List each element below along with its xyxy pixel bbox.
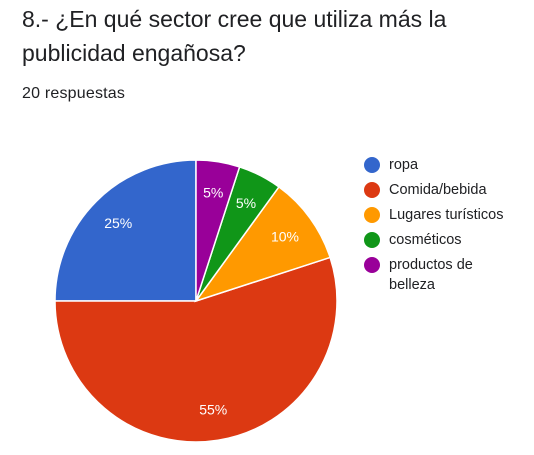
legend-item-3: cosméticos bbox=[364, 230, 529, 250]
legend-swatch-4 bbox=[364, 257, 380, 273]
pie-slice-0[interactable] bbox=[54, 159, 197, 302]
legend-label-0: ropa bbox=[389, 157, 419, 173]
pie-slice-label-3: 5% bbox=[236, 195, 256, 211]
pie-slice-label-4: 5% bbox=[203, 184, 223, 200]
legend-item-4: productos de belleza bbox=[364, 255, 529, 295]
question-title: 8.- ¿En qué sector cree que utiliza más … bbox=[22, 6, 447, 66]
pie-slice-1[interactable] bbox=[54, 256, 338, 443]
legend-label-3: cosméticos bbox=[389, 232, 462, 248]
legend-swatch-2 bbox=[364, 207, 380, 223]
legend-swatch-3 bbox=[364, 232, 380, 248]
pie-slice-label-2: 10% bbox=[271, 228, 299, 244]
legend-swatch-1 bbox=[364, 182, 380, 198]
chart-legend: ropa Comida/bebida Lugares turísticos cosmé… bbox=[364, 155, 529, 300]
legend-item-1: Comida/bebida bbox=[364, 180, 529, 200]
pie-slice-label-0: 25% bbox=[104, 215, 132, 231]
pie-slice-4[interactable] bbox=[195, 159, 241, 302]
pie-slice-label-1: 55% bbox=[199, 402, 227, 418]
response-count: 20 respuestas bbox=[22, 85, 126, 102]
legend-item-2: Lugares turísticos bbox=[364, 205, 529, 225]
legend-item-0: ropa bbox=[364, 155, 529, 175]
legend-label-4: productos de belleza bbox=[389, 257, 473, 293]
legend-label-1: Comida/bebida bbox=[389, 182, 487, 198]
legend-swatch-0 bbox=[364, 157, 380, 173]
legend-label-2: Lugares turísticos bbox=[389, 207, 504, 223]
pie-slice-2[interactable] bbox=[194, 185, 332, 303]
